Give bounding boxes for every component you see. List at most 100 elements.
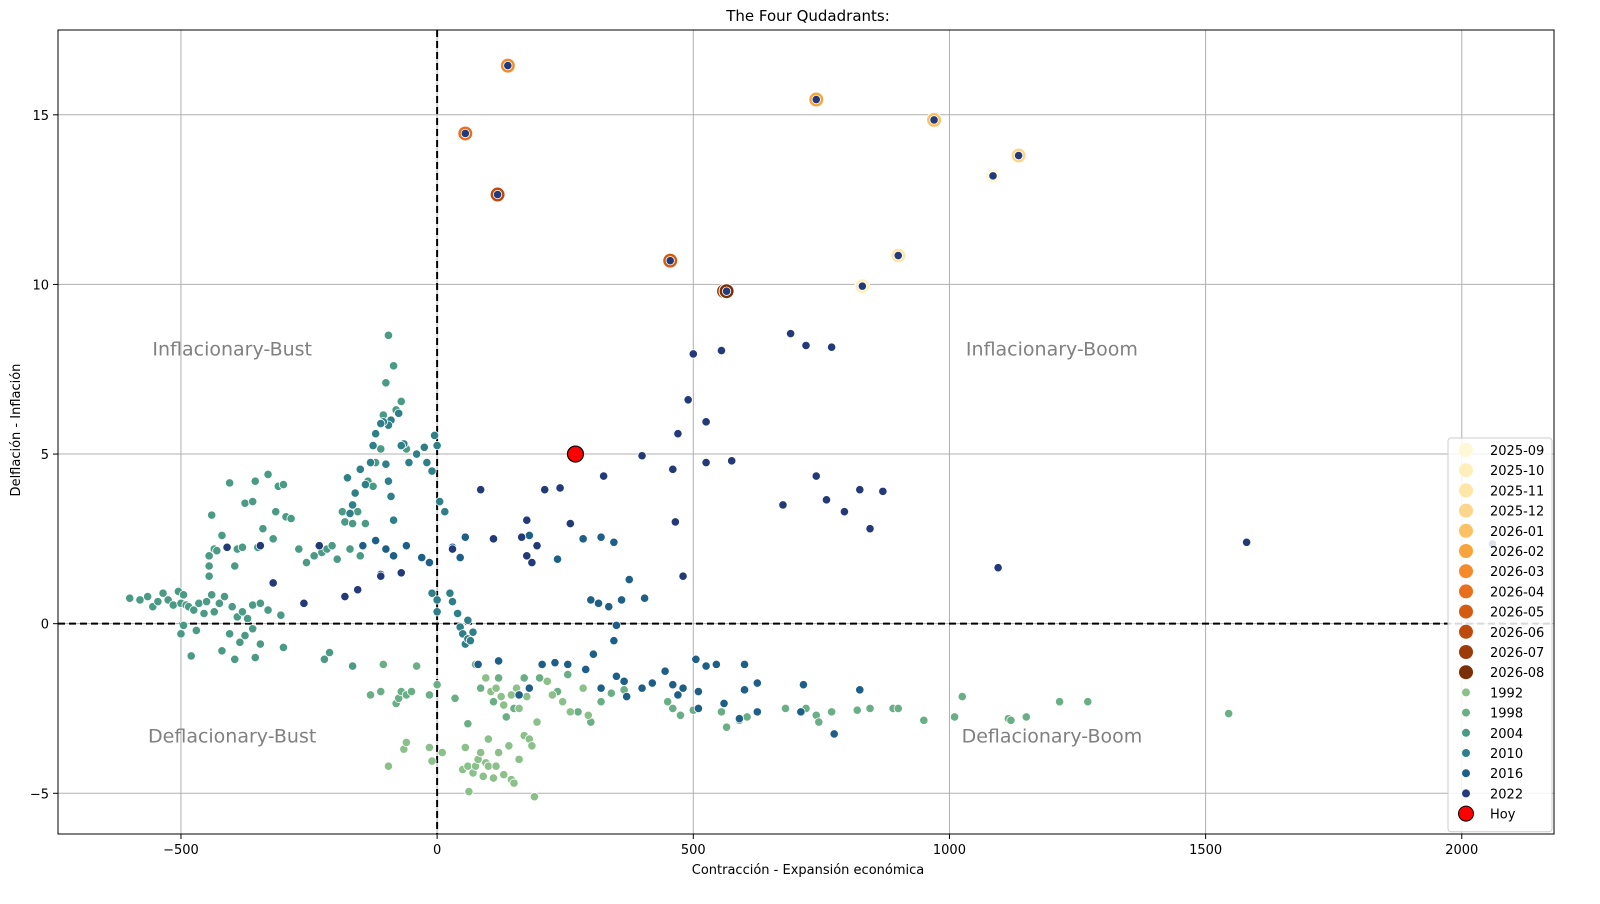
- data-point: [586, 595, 596, 605]
- data-point: [552, 554, 563, 564]
- quadrant-label: Inflacionary-Bust: [152, 339, 312, 361]
- data-point: [673, 429, 683, 439]
- data-point: [417, 552, 427, 563]
- data-point: [501, 712, 511, 722]
- data-point: [176, 629, 186, 639]
- data-point: [691, 654, 701, 664]
- data-point: [1242, 537, 1252, 547]
- legend-marker: [1459, 544, 1473, 558]
- data-point: [558, 697, 568, 707]
- data-point: [347, 500, 358, 510]
- data-point: [514, 754, 524, 764]
- data-point: [483, 734, 493, 744]
- data-point: [371, 535, 381, 546]
- data-point: [721, 722, 732, 732]
- y-tick-label: 5: [41, 448, 49, 463]
- data-point: [143, 591, 153, 602]
- data-point: [201, 597, 212, 607]
- data-point: [268, 534, 278, 544]
- today-marker: [566, 445, 585, 463]
- data-point: [396, 568, 406, 578]
- legend-entry: 2026-06: [1490, 626, 1544, 641]
- data-point: [798, 680, 809, 690]
- data-point: [499, 770, 509, 780]
- data-point: [406, 686, 417, 697]
- x-tick-label: 1500: [1189, 843, 1222, 858]
- data-point: [532, 717, 542, 727]
- data-point: [204, 551, 214, 561]
- data-point: [611, 620, 622, 630]
- data-point: [125, 593, 135, 603]
- data-point: [186, 651, 196, 661]
- data-point: [1006, 715, 1016, 725]
- data-point: [491, 761, 501, 771]
- data-point: [596, 532, 606, 542]
- data-point: [450, 693, 460, 703]
- y-tick-label: 0: [41, 618, 49, 633]
- data-point: [524, 530, 534, 541]
- data-point: [893, 703, 903, 714]
- data-point: [248, 600, 258, 610]
- data-point: [227, 602, 237, 612]
- data-point: [388, 361, 399, 371]
- data-point: [178, 590, 189, 600]
- forecast-points: [457, 57, 1027, 300]
- data-point: [796, 707, 806, 717]
- data-point: [637, 683, 647, 693]
- legend-marker: [1459, 463, 1473, 478]
- data-point: [678, 571, 688, 581]
- data-point: [248, 496, 258, 507]
- legend-marker: [1462, 749, 1470, 757]
- data-point: [503, 61, 513, 71]
- data-point: [540, 485, 550, 495]
- data-point: [609, 537, 619, 547]
- data-point: [432, 680, 442, 690]
- data-point: [381, 459, 391, 469]
- data-point: [542, 676, 552, 686]
- data-point: [337, 507, 347, 517]
- data-point: [225, 478, 235, 488]
- legend-entry: 1992: [1490, 686, 1523, 701]
- data-point: [476, 683, 486, 693]
- data-point: [593, 598, 604, 608]
- data-point: [376, 444, 386, 454]
- data-point: [453, 608, 463, 619]
- data-point: [440, 507, 450, 517]
- data-point: [255, 639, 265, 649]
- data-point: [622, 692, 632, 702]
- data-point: [345, 508, 355, 519]
- data-point: [929, 115, 939, 125]
- data-point: [606, 688, 616, 698]
- data-point: [688, 349, 698, 359]
- data-point: [537, 659, 547, 669]
- quadrant-label: Deflacionary-Bust: [148, 725, 316, 747]
- data-point: [437, 747, 447, 758]
- data-point: [194, 598, 204, 608]
- data-point: [496, 692, 506, 702]
- data-point: [478, 771, 488, 781]
- data-point: [668, 703, 678, 714]
- data-point: [460, 128, 470, 139]
- data-point: [360, 518, 370, 529]
- legend-entry: 2010: [1490, 747, 1523, 762]
- data-point: [778, 500, 788, 510]
- data-point: [299, 598, 309, 608]
- data-point: [739, 659, 750, 669]
- data-point: [309, 551, 319, 561]
- data-point: [153, 597, 163, 607]
- legend-entry: 2025-11: [1490, 484, 1544, 499]
- reference-lines: [58, 30, 1554, 834]
- data-point: [465, 636, 476, 646]
- legend-marker: [1458, 805, 1474, 822]
- data-point: [168, 600, 178, 610]
- data-point: [678, 683, 688, 693]
- data-point: [509, 778, 519, 788]
- data-point: [988, 171, 998, 181]
- y-axis-label: Delflación - Inflación: [9, 364, 24, 497]
- data-point: [711, 659, 721, 669]
- data-point: [460, 532, 470, 542]
- quadrant-label: Deflacionary-Boom: [962, 725, 1143, 747]
- data-point: [468, 627, 478, 637]
- data-point: [734, 714, 744, 724]
